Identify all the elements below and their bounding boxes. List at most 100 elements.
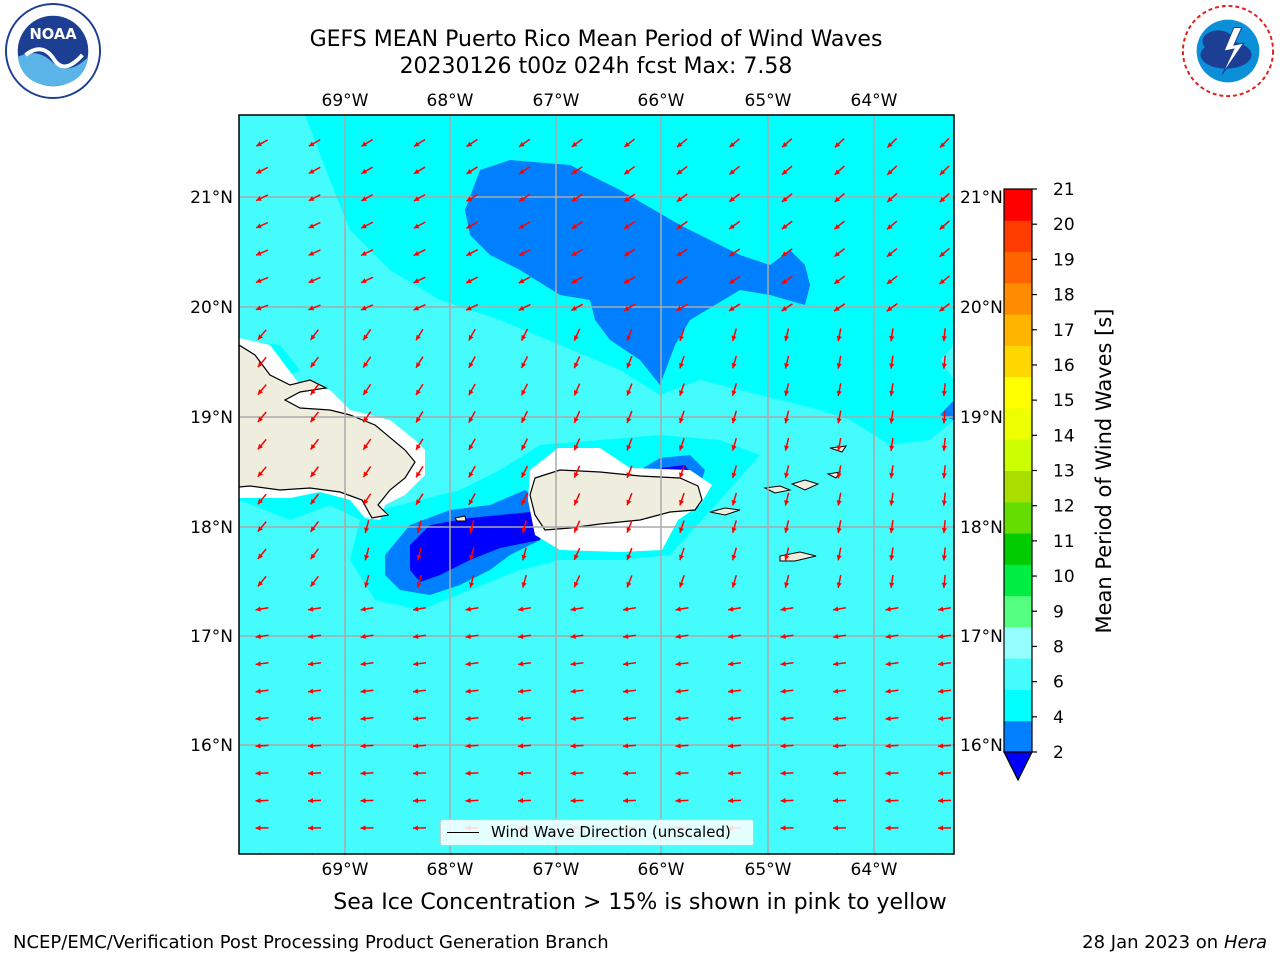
map-frame xyxy=(238,114,955,855)
colorbar-tick: 2 xyxy=(1053,743,1064,763)
wind-arrow xyxy=(360,715,374,722)
wind-arrow xyxy=(360,606,374,612)
wind-arrow xyxy=(679,328,685,342)
wind-arrow xyxy=(364,574,370,588)
wind-arrow xyxy=(413,248,426,257)
wind-arrow xyxy=(520,328,529,341)
wind-arrow xyxy=(832,661,847,667)
colorbar-tick: 19 xyxy=(1053,250,1075,270)
wind-arrow xyxy=(364,520,370,534)
wind-arrow xyxy=(727,606,742,612)
wind-arrow xyxy=(573,328,581,342)
wind-arrow xyxy=(676,138,688,148)
wind-arrow xyxy=(309,520,320,533)
wind-arrow xyxy=(255,606,269,612)
wind-arrow xyxy=(415,465,424,478)
map-area xyxy=(239,115,954,854)
wind-arrow xyxy=(308,194,321,202)
wind-arrows xyxy=(255,137,952,854)
wind-arrow xyxy=(679,355,685,369)
wind-arrow xyxy=(780,825,794,831)
wind-arrow xyxy=(886,165,898,176)
wind-arrow xyxy=(886,192,898,203)
wind-arrow xyxy=(413,138,426,148)
wind-arrow xyxy=(309,411,320,423)
wind-arrow xyxy=(784,492,790,506)
colorbar-segment xyxy=(1004,658,1032,690)
lat-tick-right: 21°N xyxy=(960,188,1003,208)
wind-arrow xyxy=(362,383,372,396)
wind-arrow xyxy=(938,275,951,285)
wind-arrow xyxy=(623,220,636,230)
wind-arrow xyxy=(412,661,427,667)
colorbar-tick: 15 xyxy=(1053,391,1075,411)
wind-arrow xyxy=(518,221,531,230)
wind-arrow xyxy=(731,547,738,561)
wind-arrow xyxy=(834,138,845,148)
colorbar-segment xyxy=(1004,376,1032,409)
wind-arrow xyxy=(833,303,846,312)
wind-arrow xyxy=(676,275,688,285)
wind-arrow xyxy=(360,166,374,175)
wind-arrow xyxy=(885,606,899,612)
colorbar-tick: 20 xyxy=(1053,215,1075,235)
wind-arrow xyxy=(571,221,583,230)
lat-tick-left: 20°N xyxy=(190,298,233,318)
wind-arrow xyxy=(360,688,374,694)
wind-arrow xyxy=(415,328,424,341)
wind-arrow xyxy=(416,547,422,561)
wind-arrow xyxy=(465,770,479,776)
wind-arrow xyxy=(570,276,584,284)
graticule xyxy=(239,115,954,854)
wind-arrow xyxy=(622,606,637,612)
colorbar-label: Mean Period of Wind Waves [s] xyxy=(1092,309,1116,634)
wind-arrow xyxy=(573,465,581,479)
wind-arrow xyxy=(731,492,738,506)
lat-tick-right: 19°N xyxy=(960,408,1003,428)
wind-arrow xyxy=(257,411,267,423)
wind-arrow xyxy=(362,438,372,451)
wind-arrow xyxy=(570,606,584,612)
wind-arrow xyxy=(727,798,742,804)
wind-arrow xyxy=(885,715,899,722)
wind-arrow xyxy=(415,493,424,506)
wind-arrow xyxy=(886,247,898,258)
wind-arrow xyxy=(571,193,583,203)
wind-arrow xyxy=(571,248,583,257)
wind-arrow xyxy=(679,383,685,396)
wind-arrow xyxy=(255,194,269,202)
wind-arrow xyxy=(836,492,842,506)
wind-arrow xyxy=(679,547,685,561)
wind-arrow xyxy=(255,633,269,639)
wind-arrow xyxy=(781,138,793,148)
wind-arrow xyxy=(308,249,321,256)
wind-arrow xyxy=(836,410,842,424)
wind-arrow xyxy=(307,633,322,639)
wind-arrow xyxy=(679,465,685,479)
wind-arrow xyxy=(832,633,847,639)
wind-arrow xyxy=(784,383,790,397)
colorbar-tick: 14 xyxy=(1053,426,1075,446)
lat-tick-left: 21°N xyxy=(190,188,233,208)
wind-arrow xyxy=(309,438,320,451)
colorbar-tick: 6 xyxy=(1053,673,1064,693)
wind-arrow xyxy=(307,770,322,776)
wind-arrow xyxy=(257,521,267,533)
wind-arrow xyxy=(675,606,689,612)
wind-arrow xyxy=(941,547,947,561)
wind-arrow xyxy=(255,688,269,694)
wind-arrow xyxy=(468,383,476,396)
wind-arrow xyxy=(307,606,322,612)
wind-arrow xyxy=(520,356,529,369)
wind-arrow xyxy=(780,798,794,804)
wind-arrow xyxy=(676,303,688,312)
wind-arrow xyxy=(937,633,952,639)
wind-arrow xyxy=(465,248,479,257)
wind-arrow xyxy=(412,715,427,722)
wind-arrow xyxy=(780,661,794,667)
wind-arrow xyxy=(517,770,532,776)
wind-arrow xyxy=(727,743,742,749)
wind-arrow xyxy=(469,547,475,561)
wind-arrow xyxy=(309,548,320,560)
colorbar-segment xyxy=(1004,470,1032,503)
